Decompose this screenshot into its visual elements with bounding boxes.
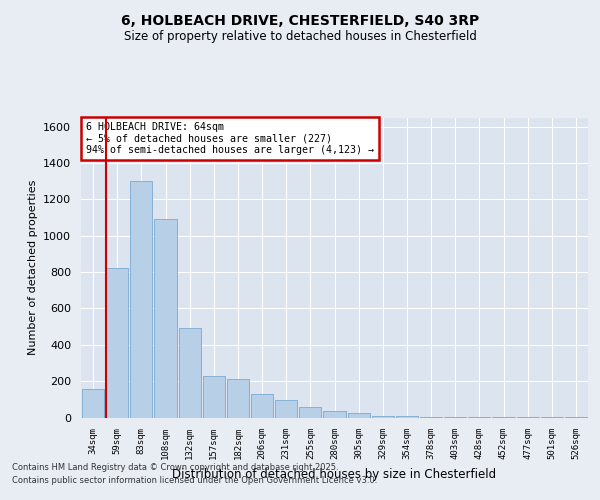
- Bar: [541, 416, 563, 418]
- Bar: [203, 376, 225, 418]
- Bar: [347, 413, 370, 418]
- Bar: [106, 268, 128, 418]
- Bar: [82, 390, 104, 417]
- Text: 6 HOLBEACH DRIVE: 64sqm
← 5% of detached houses are smaller (227)
94% of semi-de: 6 HOLBEACH DRIVE: 64sqm ← 5% of detached…: [86, 122, 374, 155]
- X-axis label: Distribution of detached houses by size in Chesterfield: Distribution of detached houses by size …: [172, 468, 497, 481]
- Bar: [565, 416, 587, 418]
- Bar: [227, 380, 249, 418]
- Bar: [444, 416, 466, 418]
- Bar: [251, 394, 273, 417]
- Bar: [154, 220, 176, 418]
- Text: Contains HM Land Registry data © Crown copyright and database right 2025.: Contains HM Land Registry data © Crown c…: [12, 464, 338, 472]
- Bar: [468, 416, 490, 418]
- Bar: [323, 411, 346, 418]
- Bar: [179, 328, 201, 418]
- Bar: [299, 406, 322, 418]
- Text: 6, HOLBEACH DRIVE, CHESTERFIELD, S40 3RP: 6, HOLBEACH DRIVE, CHESTERFIELD, S40 3RP: [121, 14, 479, 28]
- Bar: [275, 400, 298, 417]
- Text: Size of property relative to detached houses in Chesterfield: Size of property relative to detached ho…: [124, 30, 476, 43]
- Bar: [517, 416, 539, 418]
- Bar: [130, 181, 152, 418]
- Bar: [396, 416, 418, 418]
- Bar: [420, 416, 442, 418]
- Bar: [493, 416, 515, 418]
- Y-axis label: Number of detached properties: Number of detached properties: [28, 180, 38, 355]
- Text: Contains public sector information licensed under the Open Government Licence v3: Contains public sector information licen…: [12, 476, 377, 485]
- Bar: [371, 416, 394, 418]
